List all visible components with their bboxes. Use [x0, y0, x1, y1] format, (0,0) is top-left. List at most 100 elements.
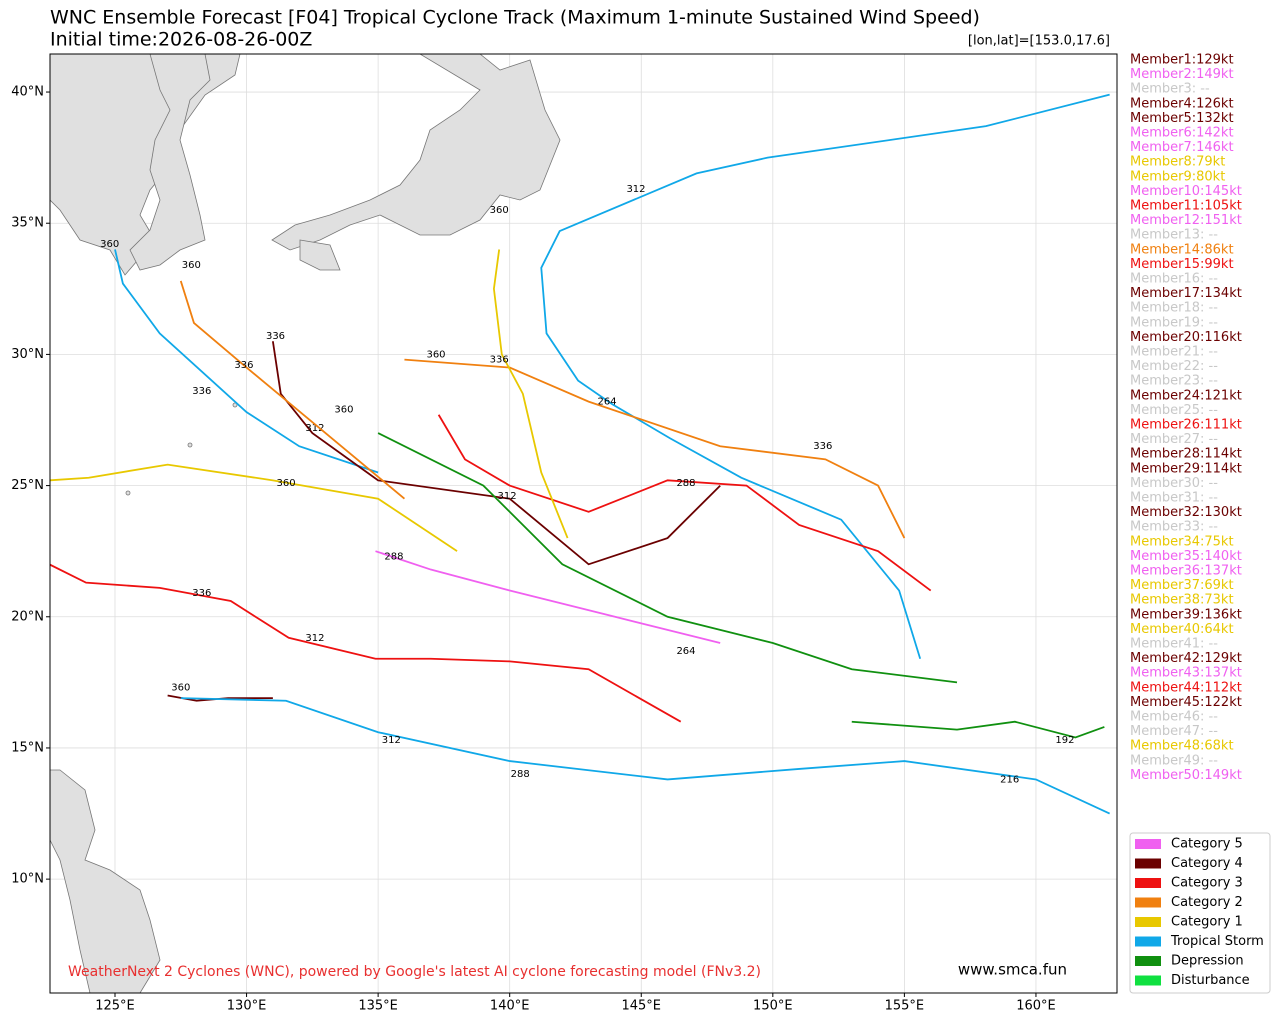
member-entry: Member46: -- — [1130, 710, 1218, 725]
member-entry: Member41: -- — [1130, 637, 1218, 652]
member-entry: Member11:105kt — [1130, 199, 1242, 214]
x-tick-label: 155°E — [885, 999, 925, 1014]
member-entry: Member37:69kt — [1130, 578, 1234, 593]
legend-label: Tropical Storm — [1170, 934, 1264, 949]
legend-swatch — [1135, 878, 1161, 888]
hour-label: 288 — [511, 769, 530, 780]
legend-swatch — [1135, 858, 1161, 869]
member-entry: Member27: -- — [1130, 432, 1218, 447]
hour-label: 288 — [676, 478, 695, 489]
legend-label: Disturbance — [1171, 973, 1250, 988]
hour-label: 360 — [182, 260, 201, 271]
x-tick-label: 125°E — [95, 999, 135, 1014]
member-entry: Member20:116kt — [1130, 330, 1242, 345]
x-tick-label: 150°E — [753, 999, 793, 1014]
track — [437, 414, 932, 592]
member-entry: Member15:99kt — [1130, 257, 1234, 272]
hour-label: 288 — [384, 551, 403, 562]
hour-label: 312 — [626, 184, 645, 195]
chart-subtitle: Initial time:2026-08-26-00Z — [50, 29, 312, 51]
member-entry: Member3: -- — [1130, 82, 1210, 97]
member-entry: Member2:149kt — [1130, 67, 1234, 82]
member-entry: Member33: -- — [1130, 520, 1218, 535]
legend-label: Category 3 — [1171, 876, 1243, 891]
member-entry: Member23: -- — [1130, 374, 1218, 389]
member-entry: Member30: -- — [1130, 476, 1218, 491]
legend-swatch — [1135, 897, 1161, 908]
track — [50, 563, 682, 723]
member-entry: Member9:80kt — [1130, 169, 1225, 184]
member-entry: Member49: -- — [1130, 753, 1218, 768]
track — [50, 463, 458, 552]
hour-label: 336 — [490, 355, 509, 366]
member-entry: Member34:75kt — [1130, 534, 1234, 549]
member-entry: Member31: -- — [1130, 491, 1218, 506]
chart-title: WNC Ensemble Forecast [F04] Tropical Cyc… — [50, 7, 980, 29]
y-tick-label: 10°N — [11, 872, 44, 887]
hour-label: 360 — [100, 239, 119, 250]
member-entry: Member26:111kt — [1130, 418, 1242, 433]
member-entry: Member4:126kt — [1130, 96, 1234, 111]
member-entry: Member24:121kt — [1130, 388, 1242, 403]
hour-label: 312 — [305, 423, 324, 434]
member-entry: Member45:122kt — [1130, 695, 1242, 710]
member-entry: Member43:137kt — [1130, 666, 1242, 681]
member-entry: Member14:86kt — [1130, 242, 1234, 257]
legend-label: Category 2 — [1171, 895, 1243, 910]
y-tick-label: 20°N — [11, 609, 44, 624]
hour-label: 336 — [266, 331, 285, 342]
hour-label: 264 — [676, 646, 695, 657]
track — [492, 249, 569, 539]
hour-label: 360 — [490, 205, 509, 216]
member-entry: Member29:114kt — [1130, 461, 1242, 476]
member-entry: Member21: -- — [1130, 345, 1218, 360]
legend-box — [1129, 832, 1271, 994]
member-entry: Member6:142kt — [1130, 126, 1234, 141]
hour-label: 192 — [1055, 735, 1074, 746]
legend-label: Depression — [1171, 954, 1244, 969]
member-entry: Member12:151kt — [1130, 213, 1242, 228]
hour-label: 336 — [192, 386, 211, 397]
member-entry: Member7:146kt — [1130, 140, 1234, 155]
member-entry: Member47: -- — [1130, 724, 1218, 739]
hour-label: 360 — [426, 349, 445, 360]
hour-label: 360 — [171, 683, 190, 694]
member-entry: Member18: -- — [1130, 301, 1218, 316]
legend-swatch — [1135, 839, 1161, 849]
legend-label: Category 5 — [1171, 837, 1243, 852]
legend-swatch — [1135, 917, 1161, 927]
hour-label: 360 — [276, 478, 295, 489]
y-tick-label: 15°N — [11, 740, 44, 755]
track — [540, 93, 1110, 660]
legend-label: Category 1 — [1171, 915, 1243, 930]
member-entry: Member19: -- — [1130, 315, 1218, 330]
member-entry: Member39:136kt — [1130, 607, 1242, 622]
member-entry: Member44:112kt — [1130, 680, 1242, 695]
y-tick-label: 25°N — [11, 478, 44, 493]
member-entry: Member36:137kt — [1130, 564, 1242, 579]
member-entry: Member1:129kt — [1130, 53, 1234, 68]
hour-label: 312 — [382, 735, 401, 746]
track — [179, 280, 406, 500]
x-tick-label: 145°E — [621, 999, 661, 1014]
track — [114, 249, 379, 474]
member-entry: Member42:129kt — [1130, 651, 1242, 666]
member-entry: Member10:145kt — [1130, 184, 1242, 199]
hour-label: 336 — [234, 360, 253, 371]
hour-label: 360 — [334, 405, 353, 416]
hour-label: 336 — [813, 441, 832, 452]
hour-label: 312 — [498, 491, 517, 502]
member-entry: Member25: -- — [1130, 403, 1218, 418]
footer: WeatherNext 2 Cyclones (WNC), powered by… — [68, 964, 761, 980]
member-entry: Member35:140kt — [1130, 549, 1242, 564]
x-tick-label: 140°E — [490, 999, 530, 1014]
member-entry: Member8:79kt — [1130, 155, 1225, 170]
member-entry: Member38:73kt — [1130, 593, 1234, 608]
hour-label: 264 — [598, 397, 617, 408]
y-tick-label: 40°N — [11, 85, 44, 100]
y-tick-label: 35°N — [11, 216, 44, 231]
track — [851, 720, 1105, 739]
position-note: [lon,lat]=[153.0,17.6] — [968, 34, 1110, 49]
member-entry: Member16: -- — [1130, 272, 1218, 287]
